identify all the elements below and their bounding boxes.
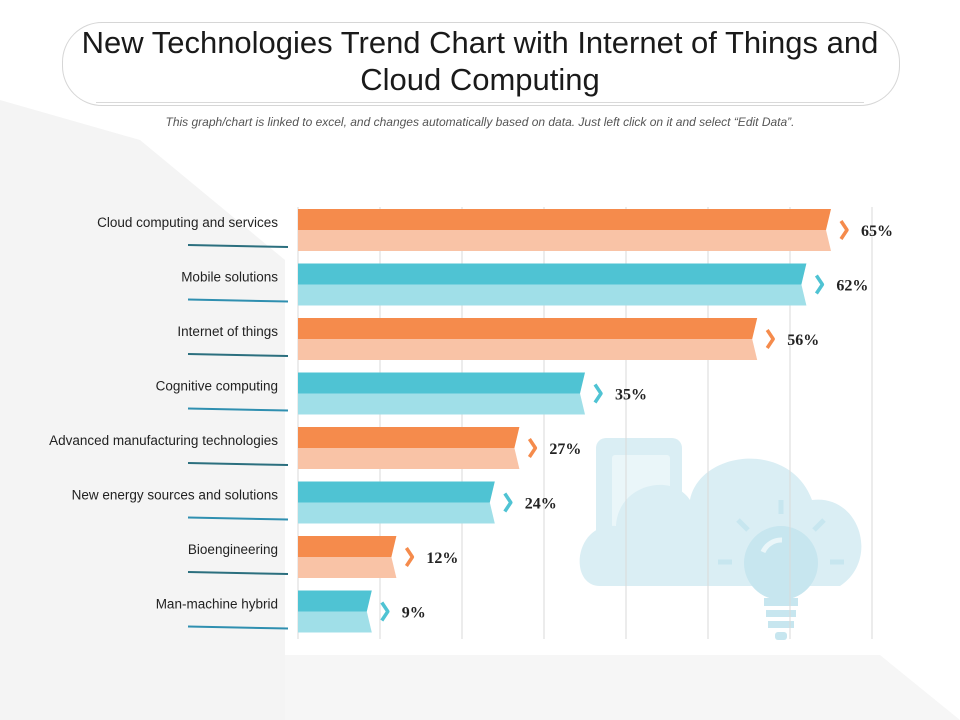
category-label: Internet of things [177,324,278,339]
chevron-right-icon [765,329,775,349]
bar-top-face [298,481,495,503]
bar [298,318,758,360]
bar [298,263,807,306]
light-bulb-icon [718,500,844,640]
value-label: 12% [426,550,458,567]
category-label: Advanced manufacturing technologies [49,433,278,448]
label-underline [187,571,289,575]
label-underline [187,298,289,303]
bar-bottom-face [298,284,807,306]
bar-bottom-face [298,611,372,633]
bar [298,481,495,524]
bar-bottom-face [298,339,758,360]
bar-top-face [298,318,758,339]
category-label: Cloud computing and services [97,215,278,230]
bar-bottom-face [298,448,520,469]
category-label: Bioengineering [188,542,278,557]
bar-top-face [298,590,372,612]
value-label: 9% [402,605,426,622]
chevron-right-icon [839,220,849,240]
label-underline [187,625,289,630]
bar [298,536,397,578]
bar-top-face [298,372,585,394]
bar [298,209,831,251]
value-label: 27% [549,441,581,458]
value-label: 35% [615,387,647,404]
title-frame [62,22,900,106]
value-labels: 65% 62% 56% 35% 27% 24% 12% 9% [380,220,893,622]
chevron-right-icon [527,438,538,458]
page-title: New Technologies Trend Chart with Intern… [81,25,879,97]
chevron-right-icon [814,274,825,295]
chevron-right-icon [380,601,390,622]
bar-top-face [298,209,831,230]
bar [298,590,372,633]
category-label: New energy sources and solutions [72,488,279,503]
label-underline [187,407,289,412]
bar [298,372,585,415]
bar-bottom-face [298,557,397,578]
label-underline [187,516,289,521]
value-label: 56% [787,332,819,349]
bar-bottom-face [298,230,831,251]
chevron-right-icon [503,492,513,513]
value-label: 24% [525,496,557,513]
chevron-right-icon [404,547,415,567]
value-label: 62% [836,278,868,295]
bar-bottom-face [298,502,495,524]
chart-subtitle: This graph/chart is linked to excel, and… [165,115,795,129]
bar-top-face [298,536,397,557]
label-underline [187,462,289,466]
value-label: 65% [861,223,893,240]
category-labels: Cloud computing and services Mobile solut… [49,215,289,630]
title-divider [96,102,864,103]
bar [298,427,520,469]
bar-bottom-face [298,393,585,415]
category-label: Cognitive computing [156,379,278,394]
category-label: Man-machine hybrid [156,597,278,612]
category-label: Mobile solutions [181,270,278,285]
label-underline [187,244,289,248]
bar-top-face [298,427,520,448]
watermark-illustration [579,438,862,640]
bars [298,209,831,633]
bar-top-face [298,263,807,285]
chevron-right-icon [593,383,603,404]
label-underline [187,353,289,357]
